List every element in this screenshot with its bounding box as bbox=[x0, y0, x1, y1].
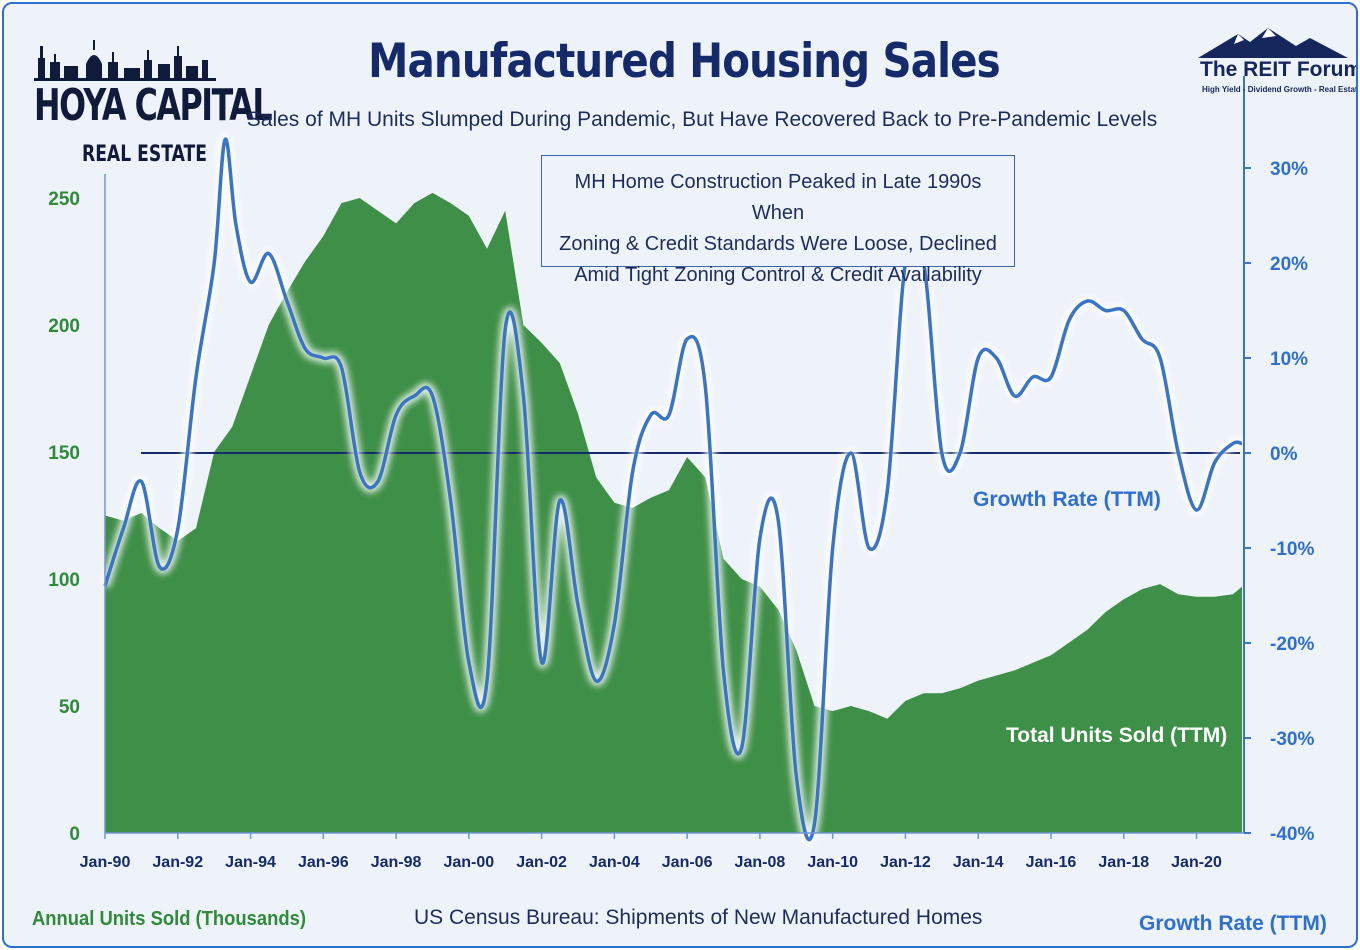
callout-box: MH Home Construction Peaked in Late 1990… bbox=[541, 155, 1015, 286]
mountain-icon bbox=[1198, 28, 1348, 58]
x-tick-label: Jan-12 bbox=[880, 854, 931, 871]
source-note: US Census Bureau: Shipments of New Manuf… bbox=[414, 906, 983, 929]
skyline-icon bbox=[34, 40, 216, 81]
growth-rate-annotation: Growth Rate (TTM) bbox=[973, 488, 1161, 511]
y-right-tick-label: -30% bbox=[1270, 729, 1314, 750]
x-tick-label: Jan-02 bbox=[516, 854, 567, 871]
y-right-tick-label: -10% bbox=[1270, 539, 1314, 560]
x-tick-label: Jan-20 bbox=[1171, 854, 1222, 871]
callout-line-1: MH Home Construction Peaked in Late 1990… bbox=[574, 171, 982, 224]
x-tick-label: Jan-04 bbox=[589, 854, 640, 871]
total-units-annotation: Total Units Sold (TTM) bbox=[1006, 724, 1228, 747]
x-tick-label: Jan-98 bbox=[371, 854, 422, 871]
x-tick-label: Jan-14 bbox=[953, 854, 1004, 871]
callout-line-2: Zoning & Credit Standards Were Loose, De… bbox=[559, 233, 997, 255]
reit-forum-name: The REIT Forum bbox=[1200, 58, 1358, 81]
y-right-tick-label: -20% bbox=[1270, 634, 1314, 655]
y-left-tick-label: 100 bbox=[48, 570, 80, 591]
y-left-tick-label: 0 bbox=[69, 824, 80, 845]
y-left-tick-label: 250 bbox=[48, 189, 80, 210]
y-right-tick-label: 20% bbox=[1270, 254, 1308, 275]
growth-rate-line bbox=[103, 137, 1243, 842]
real-estate-wordmark: REAL ESTATE bbox=[82, 142, 207, 167]
y-right-tick-label: 10% bbox=[1270, 349, 1308, 370]
x-tick-label: Jan-96 bbox=[298, 854, 349, 871]
left-axis-title: Annual Units Sold (Thousands) bbox=[32, 908, 306, 930]
x-tick-label: Jan-16 bbox=[1026, 854, 1077, 871]
right-axis-title: Growth Rate (TTM) bbox=[1139, 912, 1327, 935]
y-left-tick-label: 50 bbox=[59, 697, 80, 718]
units-sold-area bbox=[105, 192, 1242, 833]
x-tick-label: Jan-06 bbox=[662, 854, 713, 871]
reit-forum-tagline: High Yield - Dividend Growth - Real Esta… bbox=[1202, 85, 1358, 94]
chart-canvas: 0 50 100 150 200 250 -40% -30% -20% -10% 0% 10% 20% 3… bbox=[48, 76, 1314, 871]
x-tick-label: Jan-00 bbox=[443, 854, 494, 871]
page-title: Manufactured Housing Sales bbox=[368, 34, 1001, 89]
callout-line-3: Amid Tight Zoning Control & Credit Avail… bbox=[574, 264, 982, 286]
x-tick-label: Jan-10 bbox=[807, 854, 858, 871]
y-right-tick-label: -40% bbox=[1270, 824, 1314, 845]
x-tick-label: Jan-92 bbox=[152, 854, 203, 871]
x-tick-label: Jan-18 bbox=[1098, 854, 1149, 871]
y-left-tick-label: 150 bbox=[48, 443, 80, 464]
reit-forum-logo: The REIT Forum High Yield - Dividend Gro… bbox=[1192, 28, 1356, 98]
x-tick-label: Jan-08 bbox=[735, 854, 786, 871]
y-right-tick-label: 30% bbox=[1270, 159, 1308, 180]
x-tick-label: Jan-94 bbox=[225, 854, 276, 871]
y-right-tick-label: 0% bbox=[1270, 444, 1298, 465]
y-left-tick-label: 200 bbox=[48, 316, 80, 337]
x-tick-label: Jan-90 bbox=[80, 854, 131, 871]
page-subtitle: Sales of MH Units Slumped During Pandemi… bbox=[246, 108, 1158, 131]
